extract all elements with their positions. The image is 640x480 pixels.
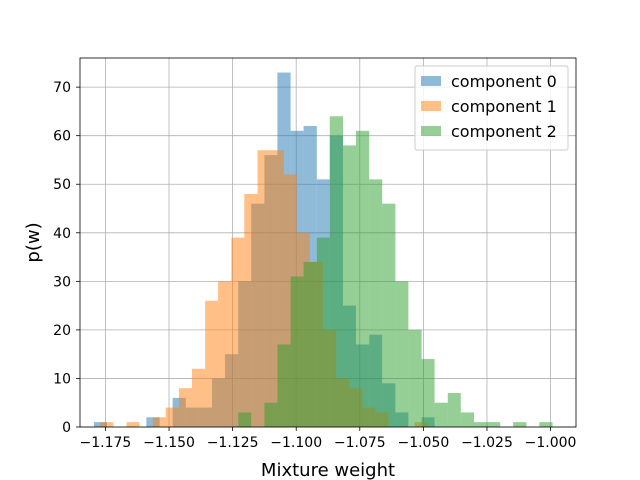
x-tick-label: −1.175 xyxy=(80,435,132,451)
histogram-bar xyxy=(447,393,461,427)
histogram-bar xyxy=(205,300,219,427)
histogram-bar xyxy=(355,130,370,427)
histogram-bar xyxy=(257,150,271,427)
series-2-bars xyxy=(238,116,553,428)
y-tick-label: 70 xyxy=(53,80,71,96)
x-tick-label: −1.125 xyxy=(207,435,259,451)
legend-label: component 1 xyxy=(451,97,557,116)
histogram-bar xyxy=(408,329,422,427)
histogram-bar xyxy=(421,359,435,427)
legend-swatch xyxy=(421,76,441,86)
histogram-bar xyxy=(460,412,475,427)
histogram-bar xyxy=(434,402,448,427)
x-tick-label: −1.050 xyxy=(397,435,449,451)
histogram-bar xyxy=(316,237,330,427)
x-tick-label: −1.000 xyxy=(525,435,577,451)
x-axis-label: Mixture weight xyxy=(261,460,395,480)
x-tick-label: −1.150 xyxy=(143,435,195,451)
histogram-bar xyxy=(178,388,192,427)
histogram-bar xyxy=(191,368,206,427)
histogram-bar xyxy=(290,276,304,427)
histogram-bar xyxy=(100,422,114,427)
legend-label: component 2 xyxy=(451,122,557,141)
y-tick-label: 40 xyxy=(53,226,71,242)
histogram-bar xyxy=(382,203,396,427)
histogram-bar xyxy=(218,281,232,427)
histogram-bar xyxy=(513,422,527,427)
legend-box xyxy=(414,65,569,151)
y-tick-label: 60 xyxy=(53,129,71,145)
legend: component 0 component 1 component 2 xyxy=(414,65,569,151)
histogram-bar xyxy=(126,422,140,427)
histogram-bar xyxy=(474,422,487,427)
x-tick-label: −1.075 xyxy=(334,435,386,451)
histogram-bar xyxy=(303,261,317,427)
y-tick-label: 30 xyxy=(53,274,71,290)
histogram-bar xyxy=(329,116,344,428)
legend-swatch xyxy=(421,126,441,136)
bars xyxy=(93,72,553,428)
histogram-bar xyxy=(539,422,553,427)
histogram-bar xyxy=(244,193,258,427)
x-tick-label: −1.100 xyxy=(270,435,322,451)
axes-frame xyxy=(79,57,577,428)
legend-label: component 0 xyxy=(451,72,557,91)
histogram-bar xyxy=(264,402,278,427)
histogram-bar xyxy=(231,237,245,427)
histogram-bar xyxy=(238,412,252,427)
legend-swatch xyxy=(421,101,441,111)
histogram-bar xyxy=(395,281,409,427)
y-tick-label: 0 xyxy=(62,420,71,436)
histogram-bar xyxy=(277,344,291,427)
histogram-bar xyxy=(152,417,166,427)
y-tick-label: 10 xyxy=(53,371,71,387)
histogram-bar xyxy=(486,422,501,427)
ticks: −1.175 −1.150 −1.125 −1.100 −1.075 −1.050 −1.0… xyxy=(53,80,576,451)
x-tick-label: −1.025 xyxy=(461,435,513,451)
histogram-bar xyxy=(343,145,356,428)
y-axis-label: p(w) xyxy=(23,222,44,262)
histogram-bar xyxy=(165,407,179,427)
histogram-bar xyxy=(369,179,383,427)
y-tick-label: 20 xyxy=(53,323,71,339)
y-tick-label: 50 xyxy=(53,177,71,193)
